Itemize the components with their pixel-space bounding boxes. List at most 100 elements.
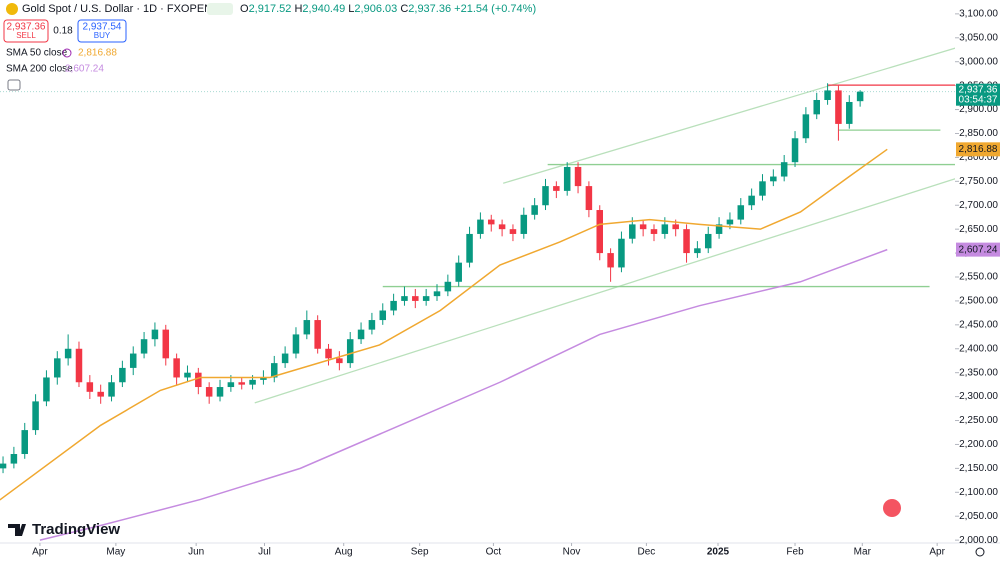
candle-body xyxy=(574,166,582,187)
candle-body xyxy=(86,382,94,392)
candle-body xyxy=(216,387,224,397)
flag-icon[interactable] xyxy=(883,499,901,517)
x-tick-label: Oct xyxy=(486,547,502,558)
candle-body xyxy=(184,372,191,378)
candle-body xyxy=(813,99,820,115)
ohlc-label: O xyxy=(240,3,249,15)
price-label: 2,937.36 xyxy=(959,84,998,95)
y-tick-label: 2,700.00 xyxy=(959,200,998,211)
y-tick-label: 2,850.00 xyxy=(959,128,998,139)
candle-body xyxy=(661,224,669,234)
y-tick-label: 3,000.00 xyxy=(959,56,998,67)
buy-button[interactable] xyxy=(77,19,127,43)
logo: TradingView xyxy=(32,521,120,538)
candle-body xyxy=(639,224,647,230)
settings-icon[interactable] xyxy=(975,547,985,557)
candle-body xyxy=(748,195,755,206)
candle-body xyxy=(108,382,115,397)
candle-body xyxy=(780,162,788,177)
candle-body xyxy=(466,233,473,263)
ohlc-value: 2,940.49 xyxy=(302,3,345,15)
y-tick-label: 2,100.00 xyxy=(959,487,998,498)
candle-body xyxy=(531,205,538,215)
x-tick-label: Jul xyxy=(258,547,271,558)
candle-body xyxy=(368,320,376,330)
ohlc: O2,917.52 H2,940.49 L2,906.03 C2,937.36 … xyxy=(240,3,536,15)
candle-body xyxy=(650,229,658,234)
indicator-label: 2,816.88 xyxy=(959,144,998,155)
candle-body xyxy=(412,296,419,301)
candle-body xyxy=(336,358,343,364)
candle-body xyxy=(520,214,528,234)
trend-line xyxy=(503,47,955,184)
candle-body xyxy=(140,339,148,354)
candle-body xyxy=(683,229,690,254)
candle-body xyxy=(97,391,104,397)
candle-body xyxy=(824,90,831,100)
candle-body xyxy=(260,377,267,380)
candle-body xyxy=(542,186,549,206)
indicator-name: SMA 200 close xyxy=(6,64,73,75)
candle-body xyxy=(563,166,571,191)
ohlc-value: 2,917.52 xyxy=(249,3,292,15)
y-tick-label: 2,200.00 xyxy=(959,439,998,450)
y-tick-label: 2,450.00 xyxy=(959,319,998,330)
x-tick-label: Jun xyxy=(188,547,204,558)
buy-price: 2,937.54 xyxy=(83,22,122,33)
ohlc-label: C xyxy=(400,3,408,15)
y-tick-label: 3,100.00 xyxy=(959,9,998,20)
candle-body xyxy=(151,329,159,340)
y-tick-label: 2,900.00 xyxy=(959,104,998,115)
buy-label: BUY xyxy=(94,31,111,40)
candle-body xyxy=(292,334,300,354)
candle-body xyxy=(249,379,256,385)
candle-body xyxy=(477,219,484,234)
candle-body xyxy=(759,181,766,196)
indicator-name: SMA 50 close xyxy=(6,48,68,59)
icon[interactable] xyxy=(207,3,233,15)
indicator-label-box xyxy=(956,242,1000,257)
y-tick-label: 2,800.00 xyxy=(959,152,998,163)
collapse-icon[interactable] xyxy=(7,79,21,91)
candle-body xyxy=(455,262,462,282)
y-tick-label: 2,500.00 xyxy=(959,296,998,307)
candle-body xyxy=(618,238,625,268)
candle-body xyxy=(487,219,495,225)
candle-body xyxy=(422,296,430,301)
candle-body xyxy=(607,253,614,268)
candle-body xyxy=(629,224,636,239)
y-tick-label: 2,750.00 xyxy=(959,176,998,187)
indicator-line xyxy=(39,248,888,541)
y-tick-label: 2,150.00 xyxy=(959,463,998,474)
x-tick-label: Sep xyxy=(411,547,429,558)
candle-body xyxy=(444,281,452,292)
candle-body xyxy=(856,91,864,102)
ohlc-value: 2,937.36 xyxy=(408,3,451,15)
symbol-icon xyxy=(6,3,18,15)
candle-body xyxy=(802,114,810,139)
candle-body xyxy=(791,138,799,163)
candle-body xyxy=(281,353,289,364)
candle-body xyxy=(238,382,245,385)
candle-body xyxy=(75,348,83,383)
y-tick-label: 3,050.00 xyxy=(959,32,998,43)
candle-body xyxy=(704,233,712,249)
indicator-line xyxy=(0,148,888,501)
symbol: Gold Spot / U.S. Dollar · 1D · FXOPEN xyxy=(22,3,212,15)
candle-body xyxy=(54,358,61,378)
sell-button[interactable] xyxy=(3,19,49,43)
icon[interactable] xyxy=(62,48,72,58)
indicator-value: 2,816.88 xyxy=(78,48,117,59)
candle-body xyxy=(195,372,202,388)
candle-body xyxy=(835,90,842,124)
sell-label: SELL xyxy=(16,31,36,40)
candle-body xyxy=(227,382,235,388)
price-label-box xyxy=(956,83,1000,106)
y-tick-label: 2,300.00 xyxy=(959,391,998,402)
candle-body xyxy=(846,101,853,124)
candle-body xyxy=(303,320,311,335)
trend-line xyxy=(254,178,955,404)
change: +21.54 (+0.74%) xyxy=(454,3,536,15)
candle-body xyxy=(726,219,734,225)
